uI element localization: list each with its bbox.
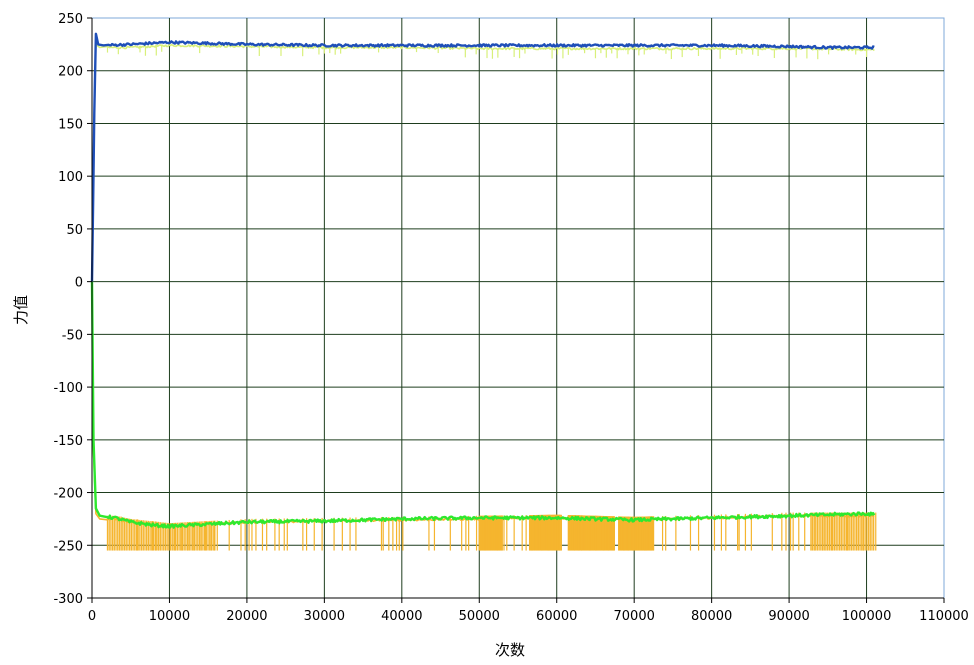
y-tick-label: -250 [53,539,83,554]
y-tick-label: 0 [75,276,83,291]
y-tick-label: 150 [58,117,83,132]
x-tick-label: 70000 [614,609,655,624]
x-tick-label: 110000 [919,609,969,624]
x-tick-label: 80000 [691,609,732,624]
y-tick-label: 200 [58,65,83,80]
series-3-line [90,281,876,529]
plot-area [91,17,945,599]
y-tick-label: -200 [53,487,83,502]
x-tick-label: 0 [88,609,96,624]
x-tick-label: 40000 [381,609,422,624]
x-tick-label: 10000 [149,609,190,624]
y-tick-label: 100 [58,170,83,185]
y-tick-label: -150 [53,434,83,449]
x-axis-title: 次数 [495,641,525,659]
y-tick-label: -100 [53,381,83,396]
axes [87,17,945,603]
x-tick-label: 100000 [842,609,892,624]
y-tick-labels: 250 200 150 100 50 0 -50 -100 -150 -200 -250 -300 [53,12,83,607]
y-tick-label: 250 [58,12,83,27]
x-tick-label: 90000 [768,609,809,624]
x-tick-label: 30000 [304,609,345,624]
series-layer [90,32,877,551]
grid-lines [92,18,944,598]
y-tick-label: -300 [53,592,83,607]
series-2-spikes [106,512,877,551]
y-tick-label: 50 [66,223,83,238]
series-0-flicker [106,45,868,60]
x-tick-label: 20000 [226,609,267,624]
x-tick-label: 50000 [459,609,500,624]
series-1-line [90,32,875,282]
x-tick-labels: 0 10000 20000 30000 40000 50000 60000 70000 8000… [88,609,969,624]
x-tick-label: 60000 [536,609,577,624]
y-tick-label: -50 [62,328,83,343]
y-axis-title: 力值 [12,295,30,325]
